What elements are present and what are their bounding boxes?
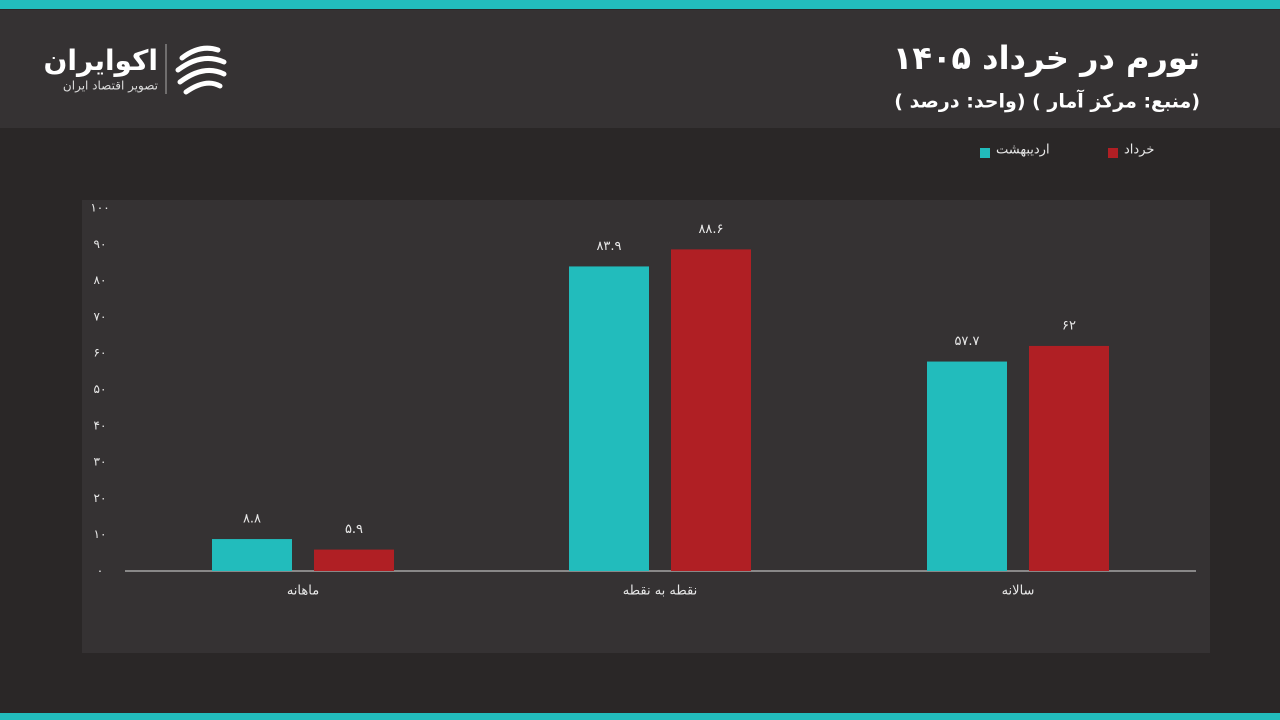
y-tick-label: ۱۰ (94, 527, 107, 541)
value-label: ۶۲ (1062, 318, 1076, 333)
top-stripe (0, 0, 1280, 9)
legend-swatch (1108, 148, 1118, 158)
bar (569, 266, 649, 571)
bar (1029, 345, 1109, 571)
value-label: ۸.۸ (243, 512, 261, 527)
x-tick-label: نقطه به نقطه (623, 584, 698, 599)
bar (314, 549, 394, 571)
y-tick-label: ۵۰ (94, 382, 107, 396)
chart-subtitle: ( واحد: درصد) ( منبع: مرکز آمار) (894, 89, 1200, 113)
y-tick-label: ۳۰ (94, 455, 107, 469)
y-tick-label: ۷۰ (94, 309, 107, 323)
bar (212, 539, 292, 571)
y-tick-label: ۶۰ (94, 346, 107, 360)
x-tick-label: سالانه (1002, 584, 1035, 599)
y-tick-label: ۱۰۰ (90, 201, 109, 215)
legend-label: خرداد (1124, 143, 1154, 158)
chart-title: تورم در خرداد ۱۴۰۵ (893, 39, 1200, 77)
legend-swatch (980, 148, 990, 158)
value-label: ۸۳.۹ (596, 239, 621, 254)
logo-name: اکوایران (44, 44, 158, 77)
bar (927, 361, 1007, 571)
value-label: ۵۷.۷ (954, 334, 979, 349)
bar (671, 249, 751, 571)
y-tick-label: ۹۰ (94, 237, 107, 251)
y-tick-label: ۰ (97, 564, 103, 578)
logo-icon (175, 45, 227, 95)
y-tick-label: ۴۰ (94, 418, 107, 432)
x-tick-label: ماهانه (287, 584, 319, 599)
value-label: ۵.۹ (345, 522, 363, 537)
y-tick-label: ۲۰ (94, 491, 107, 505)
logo-tagline: تصویر اقتصاد ایران (63, 79, 158, 94)
value-label: ۸۸.۶ (698, 222, 723, 237)
bottom-stripe (0, 713, 1280, 720)
legend-label: اردیبهشت (996, 143, 1050, 158)
y-tick-label: ۸۰ (94, 273, 107, 287)
